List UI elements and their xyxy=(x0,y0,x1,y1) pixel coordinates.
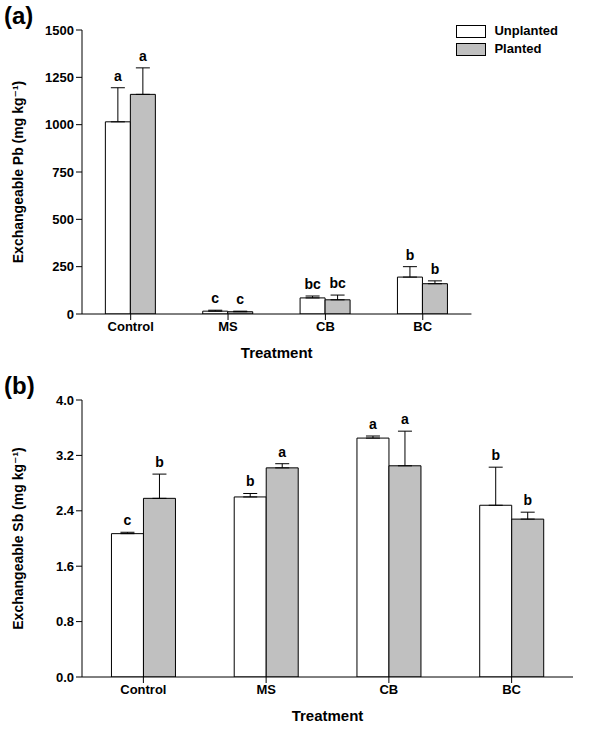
svg-text:a: a xyxy=(278,444,286,460)
svg-text:1250: 1250 xyxy=(45,70,74,85)
svg-text:Treatment: Treatment xyxy=(292,707,364,724)
svg-text:Control: Control xyxy=(120,682,166,697)
svg-text:1.6: 1.6 xyxy=(56,559,74,574)
svg-text:b: b xyxy=(155,454,164,470)
html-text:Planted: Planted xyxy=(494,41,542,56)
svg-text:Exchangeable Pb (mg kg⁻¹): Exchangeable Pb (mg kg⁻¹) xyxy=(10,81,26,263)
svg-text:1000: 1000 xyxy=(45,117,74,132)
html-text:Unplanted: Unplanted xyxy=(494,23,558,38)
svg-text:BC: BC xyxy=(502,682,521,697)
svg-text:bc: bc xyxy=(304,276,321,292)
svg-text:c: c xyxy=(236,291,244,307)
svg-text:500: 500 xyxy=(52,212,74,227)
svg-text:b: b xyxy=(431,261,440,277)
svg-text:b: b xyxy=(491,447,500,463)
svg-text:CB: CB xyxy=(316,319,335,334)
svg-text:CB: CB xyxy=(379,682,398,697)
svg-text:2.4: 2.4 xyxy=(56,503,75,518)
svg-text:c: c xyxy=(124,512,132,528)
svg-text:b: b xyxy=(523,492,532,508)
html-text:(b): (b) xyxy=(4,372,35,399)
svg-text:Control: Control xyxy=(108,319,154,334)
svg-text:a: a xyxy=(139,48,147,64)
svg-text:750: 750 xyxy=(52,165,74,180)
svg-text:a: a xyxy=(401,411,409,427)
svg-text:250: 250 xyxy=(52,259,74,274)
svg-text:a: a xyxy=(369,416,377,432)
svg-text:b: b xyxy=(406,247,415,263)
svg-text:BC: BC xyxy=(413,319,432,334)
svg-text:0.8: 0.8 xyxy=(56,614,74,629)
svg-text:MS: MS xyxy=(256,682,276,697)
svg-text:bc: bc xyxy=(329,275,346,291)
svg-text:b: b xyxy=(246,473,255,489)
svg-text:4.0: 4.0 xyxy=(56,393,74,408)
svg-text:0: 0 xyxy=(67,307,74,322)
svg-text:3.2: 3.2 xyxy=(56,448,74,463)
svg-text:a: a xyxy=(114,68,122,84)
svg-text:Treatment: Treatment xyxy=(241,344,313,361)
svg-text:c: c xyxy=(211,290,219,306)
html-text:(a): (a) xyxy=(4,2,34,29)
svg-text:MS: MS xyxy=(218,319,238,334)
svg-text:1500: 1500 xyxy=(45,23,74,38)
svg-text:0.0: 0.0 xyxy=(56,670,74,685)
svg-text:Exchangeable Sb (mg kg⁻¹): Exchangeable Sb (mg kg⁻¹) xyxy=(10,447,26,629)
